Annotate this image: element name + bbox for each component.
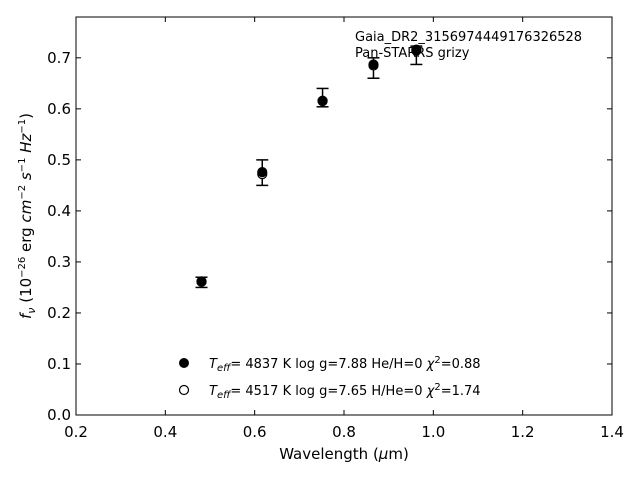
legend-label-open: Teff= 4517 K log g=7.65 H/He=0 χ2=1.74 (209, 382, 481, 401)
x-tick-label: 0.4 (153, 423, 177, 441)
data-marks (195, 44, 423, 289)
y-tick-label: 0.6 (47, 100, 71, 118)
y-tick-label: 0.0 (47, 406, 71, 424)
legend-marker-open (178, 384, 190, 396)
data-point-filled (411, 44, 422, 55)
y-tick-label: 0.4 (47, 202, 71, 220)
x-tick-label: 0.2 (64, 423, 88, 441)
x-axis: 0.2 0.4 0.6 0.8 1.0 1.2 1.4 (64, 17, 624, 441)
data-point-filled (257, 167, 268, 178)
annotation-object-id: Gaia_DR2_3156974449176326528 (355, 30, 582, 45)
x-tick-label: 0.8 (332, 423, 356, 441)
legend-label-filled: Teff= 4837 K log g=7.88 He/H=0 χ2=0.88 (209, 355, 481, 374)
legend: Teff= 4837 K log g=7.88 He/H=0 χ2=0.88 T… (178, 355, 481, 401)
annotation-survey: Pan-STARRS grizy (355, 46, 470, 61)
y-axis-label: fν (10−26 erg cm−2 s−1 Hz−1) (17, 113, 38, 319)
x-tick-label: 1.0 (421, 423, 445, 441)
y-tick-label: 0.2 (47, 304, 71, 322)
plot-frame (75, 16, 613, 416)
x-tick-label: 0.6 (243, 423, 267, 441)
y-tick-label: 0.5 (47, 151, 71, 169)
y-tick-label: 0.3 (47, 253, 71, 271)
legend-marker-filled (179, 358, 189, 368)
data-point-filled (368, 59, 379, 70)
x-axis-label: Wavelength (μm) (279, 445, 409, 463)
x-tick-label: 1.2 (511, 423, 535, 441)
x-tick-label: 1.4 (600, 423, 624, 441)
y-tick-label: 0.7 (47, 49, 71, 67)
data-point-filled (196, 276, 207, 287)
y-tick-label: 0.1 (47, 355, 71, 373)
y-axis: 0.0 0.1 0.2 0.3 0.4 0.5 0.6 0.7 (47, 49, 612, 424)
data-point-filled (317, 95, 328, 106)
